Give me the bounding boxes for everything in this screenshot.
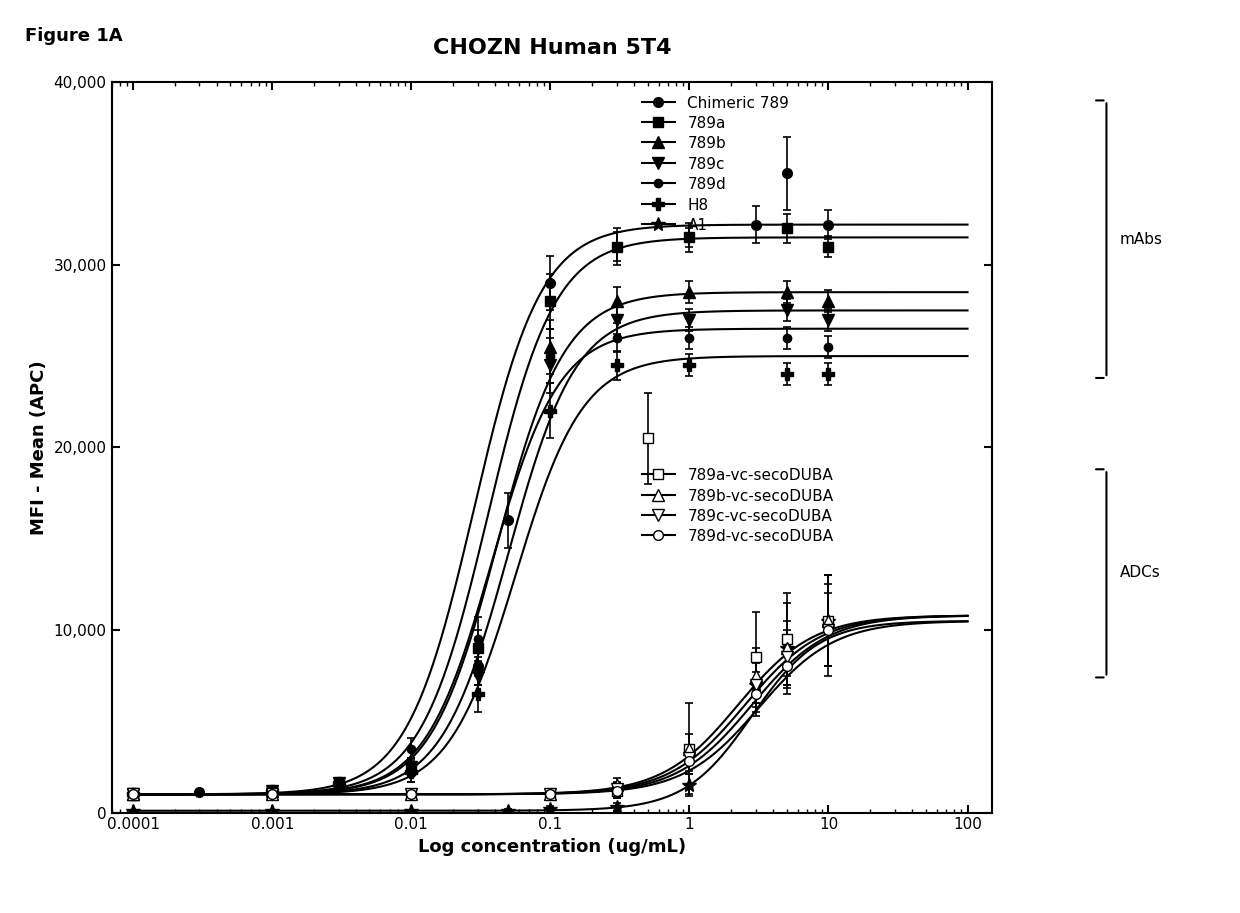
Y-axis label: MFI - Mean (APC): MFI - Mean (APC): [30, 360, 48, 535]
Text: Figure 1A: Figure 1A: [25, 27, 123, 46]
Legend: 789a-vc-secoDUBA, 789b-vc-secoDUBA, 789c-vc-secoDUBA, 789d-vc-secoDUBA: 789a-vc-secoDUBA, 789b-vc-secoDUBA, 789c…: [635, 462, 839, 551]
Text: mAbs: mAbs: [1120, 232, 1163, 247]
Text: ADCs: ADCs: [1120, 565, 1161, 581]
X-axis label: Log concentration (ug/mL): Log concentration (ug/mL): [418, 838, 686, 856]
Title: CHOZN Human 5T4: CHOZN Human 5T4: [433, 38, 671, 58]
